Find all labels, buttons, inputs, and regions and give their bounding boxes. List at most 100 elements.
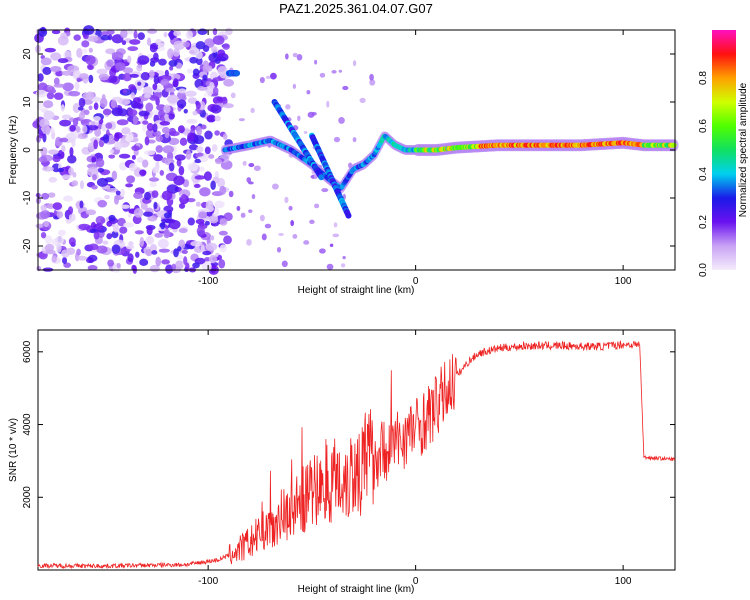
x-tick-label: 100	[615, 576, 632, 587]
chart-title: PAZ1.2025.361.04.07.G07	[279, 1, 433, 16]
noise-speckle	[202, 250, 212, 256]
noise-speckle	[214, 130, 220, 136]
noise-speckle	[153, 201, 158, 210]
noise-speckle	[281, 260, 288, 268]
noise-speckle	[238, 118, 245, 122]
noise-speckle	[167, 48, 174, 59]
noise-speckle	[187, 132, 195, 142]
noise-speckle	[161, 259, 170, 265]
noise-speckle	[136, 156, 144, 163]
noise-speckle	[61, 145, 66, 153]
noise-speckle	[87, 124, 99, 131]
noise-speckle	[319, 248, 326, 254]
noise-speckle	[55, 70, 63, 77]
y-tick-label: 2000	[22, 486, 33, 509]
noise-speckle	[40, 146, 48, 156]
noise-speckle	[200, 124, 207, 130]
noise-speckle	[122, 67, 134, 74]
spectrogram-y-ticks: -20 -10 0 10 20	[22, 48, 675, 253]
noise-speckle	[165, 87, 176, 93]
noise-speckle	[194, 175, 206, 180]
ridge-branch	[345, 212, 352, 219]
noise-speckle	[68, 213, 76, 222]
noise-speckle	[151, 250, 158, 255]
noise-speckle	[163, 228, 171, 239]
noise-speckle	[218, 259, 226, 269]
y-tick-label: -10	[22, 190, 33, 205]
noise-speckle	[204, 220, 210, 226]
noise-speckle	[168, 113, 175, 120]
noise-speckle	[199, 166, 205, 172]
noise-speckle	[181, 249, 188, 254]
spectrogram-x-axis-title: Height of straight line (km)	[298, 285, 415, 296]
noise-speckle	[127, 46, 139, 52]
noise-speckle	[179, 137, 188, 146]
noise-speckle	[174, 154, 186, 161]
noise-speckle	[143, 211, 153, 217]
noise-speckle	[87, 265, 98, 271]
noise-speckle	[198, 211, 208, 219]
colorbar: 0.0 0.2 0.4 0.6 0.8 Normalized spectral ampl…	[698, 30, 749, 277]
noise-speckle	[284, 196, 289, 204]
noise-speckle	[132, 97, 142, 104]
noise-speckle	[219, 218, 228, 226]
noise-speckle	[248, 209, 253, 213]
noise-speckle	[102, 133, 110, 144]
colorbar-tick-label: 0.0	[698, 263, 709, 277]
noise-speckle	[168, 162, 175, 172]
noise-speckle	[214, 206, 220, 217]
noise-speckle	[145, 236, 155, 245]
noise-speckle	[178, 203, 186, 209]
noise-speckle	[175, 260, 184, 270]
snr-x-ticks: -100 0 100	[198, 330, 632, 587]
noise-speckle	[98, 73, 110, 81]
noise-speckle	[145, 102, 154, 112]
noise-speckle	[118, 98, 131, 106]
noise-speckle	[342, 255, 346, 260]
noise-speckle	[72, 70, 82, 80]
noise-speckle	[141, 122, 148, 132]
noise-speckle	[91, 156, 97, 163]
noise-speckle	[187, 119, 197, 124]
noise-speckle	[150, 57, 160, 63]
noise-speckle	[96, 245, 108, 254]
noise-speckle	[190, 240, 203, 247]
noise-speckle	[50, 52, 62, 61]
noise-speckle	[56, 210, 64, 219]
noise-speckle	[158, 109, 165, 118]
noise-speckle	[160, 218, 173, 223]
noise-speckle	[296, 54, 303, 61]
noise-speckle	[73, 34, 81, 41]
noise-speckle	[329, 243, 334, 247]
noise-speckle	[218, 230, 228, 236]
noise-speckle	[319, 72, 326, 78]
noise-speckle	[122, 89, 128, 94]
noise-speckle	[223, 212, 233, 222]
noise-speckle	[189, 56, 198, 64]
noise-speckle	[192, 68, 200, 76]
noise-speckle	[159, 170, 165, 176]
noise-speckle	[149, 44, 158, 53]
noise-speckle	[154, 232, 164, 238]
ridge-branch	[318, 174, 325, 181]
noise-speckle	[76, 77, 82, 83]
noise-speckle	[79, 73, 89, 80]
noise-speckle	[331, 69, 337, 74]
noise-speckle	[51, 29, 61, 35]
noise-speckle	[149, 95, 159, 101]
noise-speckle	[95, 158, 105, 168]
x-tick-label: -100	[198, 276, 218, 287]
noise-speckle	[205, 242, 218, 251]
y-tick-label: 20	[22, 48, 33, 60]
noise-speckle	[55, 236, 64, 245]
noise-speckle	[40, 231, 47, 239]
noise-speckle	[173, 248, 179, 258]
noise-speckle	[116, 262, 121, 269]
noise-speckle	[43, 110, 55, 121]
noise-speckle	[265, 75, 271, 80]
noise-speckle	[285, 53, 289, 60]
noise-speckle	[49, 65, 62, 72]
noise-speckle	[66, 31, 71, 37]
noise-speckle	[185, 149, 192, 160]
